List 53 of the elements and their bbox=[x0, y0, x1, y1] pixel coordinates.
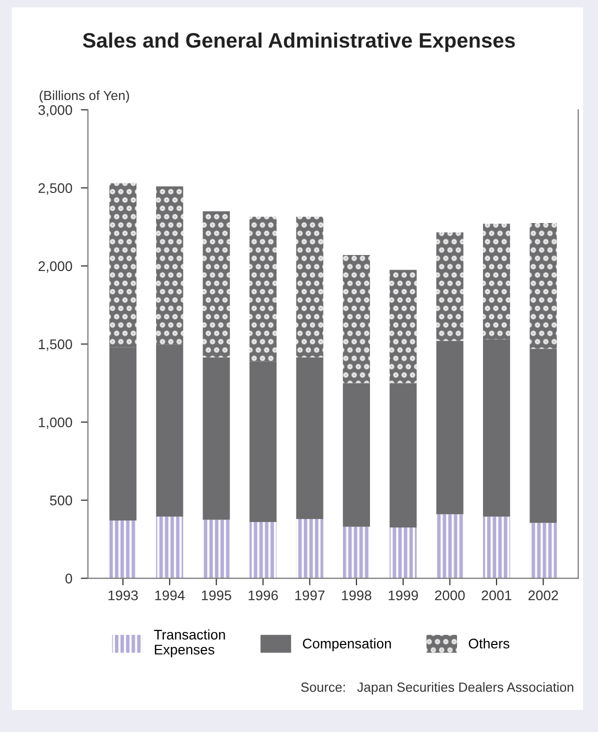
bar bbox=[436, 514, 464, 578]
bar bbox=[482, 339, 510, 517]
bar bbox=[202, 520, 230, 578]
bar bbox=[436, 340, 464, 514]
legend-label: Others bbox=[468, 638, 510, 648]
x-tick-label: 1996 bbox=[248, 590, 278, 600]
bar bbox=[390, 270, 417, 384]
bar bbox=[342, 526, 370, 578]
bar bbox=[202, 357, 230, 520]
bar bbox=[156, 344, 184, 517]
y-tick-label: 1,500 bbox=[38, 339, 72, 351]
bar bbox=[156, 186, 184, 345]
legend-label: Transaction Expenses bbox=[154, 629, 225, 658]
bar bbox=[482, 224, 510, 340]
bar bbox=[249, 361, 277, 522]
x-tick-label: 1994 bbox=[155, 590, 185, 600]
bar bbox=[156, 516, 184, 578]
bar bbox=[482, 516, 510, 578]
bar bbox=[249, 522, 277, 578]
bar bbox=[296, 518, 324, 578]
bar bbox=[530, 522, 557, 578]
chart-title: Sales and General Administrative Expenses bbox=[82, 32, 515, 52]
x-tick-label: 1999 bbox=[388, 590, 418, 600]
y-axis-title: (Billions of Yen) bbox=[40, 90, 130, 103]
x-tick-label: 1997 bbox=[295, 590, 324, 600]
x-tick-label: 1995 bbox=[202, 590, 232, 600]
x-tick-label: 2001 bbox=[482, 590, 512, 600]
bar bbox=[109, 520, 136, 578]
bar bbox=[530, 348, 557, 523]
bar bbox=[296, 357, 324, 519]
bar bbox=[390, 383, 417, 528]
y-tick-label: 2,500 bbox=[38, 183, 72, 195]
y-tick-label: 0 bbox=[65, 574, 72, 584]
x-tick-label: 1998 bbox=[342, 590, 372, 600]
bar bbox=[390, 528, 417, 578]
bar bbox=[109, 347, 136, 520]
bar bbox=[530, 223, 557, 349]
bar bbox=[249, 216, 277, 362]
bar bbox=[342, 255, 370, 384]
y-tick-label: 2,000 bbox=[38, 261, 72, 273]
bar bbox=[202, 211, 230, 358]
y-tick-label: 500 bbox=[50, 496, 72, 506]
bar bbox=[436, 232, 464, 341]
x-tick-label: 2002 bbox=[528, 590, 558, 600]
y-tick-label: 1,000 bbox=[38, 417, 72, 429]
legend-label: Compensation bbox=[302, 638, 391, 652]
y-tick-label: 3,000 bbox=[38, 105, 72, 117]
bar bbox=[342, 383, 370, 527]
bar bbox=[296, 216, 324, 358]
bar bbox=[109, 183, 136, 348]
source-note: Source: Japan Securities Dealers Association bbox=[301, 682, 574, 694]
x-tick-label: 2000 bbox=[435, 590, 465, 600]
x-tick-label: 1993 bbox=[108, 590, 138, 600]
